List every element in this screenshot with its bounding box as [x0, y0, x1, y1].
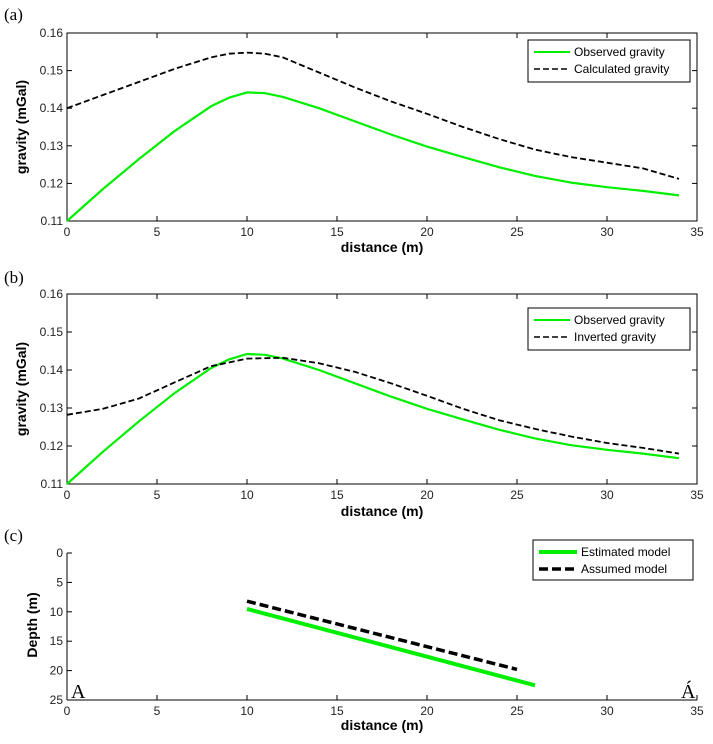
panel-c-x-tick-label: 5: [154, 704, 161, 718]
panel-c-label: (c): [4, 526, 23, 545]
panel-b-y-tick-label: 0.14: [40, 363, 64, 377]
panel-c-legend-label: Estimated model: [581, 545, 670, 559]
panel-a-chart: 0 5 10 15 20 25 30 35 0.11 0.12 0.13 0.14 0.15 0.16 di…: [4, 5, 704, 255]
panel-a-x-tick-label: 15: [330, 225, 344, 239]
panel-b-series-inverted-gravity: [66, 356, 680, 455]
panel-a-y-tick-label: 0.11: [41, 214, 64, 228]
panel-c-x-tick-label: 30: [600, 704, 614, 718]
panel-b-x-tick-label: 20: [420, 488, 434, 502]
panel-c-legend: Estimated model Assumed model: [532, 539, 694, 581]
panel-c-x-tick-label: 0: [64, 704, 71, 718]
panel-c-y-tick-label: 15: [50, 634, 64, 648]
panel-a-x-tick-label: 5: [154, 225, 161, 239]
panel-b-y-axis-label: gravity (mGal): [13, 342, 29, 436]
panel-b-legend-label: Observed gravity: [574, 313, 665, 327]
panel-b-legend: Observed gravity Inverted gravity: [527, 307, 691, 351]
panel-a-series-calculated-gravity: [66, 51, 680, 180]
panel-a-y-axis-label: gravity (mGal): [13, 80, 29, 174]
panel-c-x-tick-label: 20: [420, 704, 434, 718]
panel-a-y-tick-label: 0.16: [40, 26, 64, 40]
panel-a-axes-box: [66, 32, 698, 222]
panel-a-y-tick-label: 0.12: [40, 176, 64, 190]
panel-b-y-tick-label: 0.12: [40, 439, 64, 453]
panel-b-x-tick-label: 35: [690, 488, 704, 502]
panel-b-x-tick-label: 10: [240, 488, 254, 502]
panel-b-x-tick-label: 5: [154, 488, 161, 502]
panel-c-y-tick-label: 10: [50, 605, 64, 619]
panel-c-y-tick-label: 5: [56, 575, 63, 589]
panel-c-series-assumed-model: [246, 599, 518, 672]
panel-c-x-tick-label: 25: [510, 704, 524, 718]
panel-a-legend-box: [527, 39, 691, 83]
panel-a-label: (a): [4, 5, 23, 24]
panel-c-y-tick-label: 0: [56, 546, 63, 560]
panel-c-corner-label-end: Á: [681, 680, 696, 703]
panel-b-x-tick-label: 25: [510, 488, 524, 502]
panel-a-x-tick-label: 20: [420, 225, 434, 239]
panel-a-legend-label: Calculated gravity: [574, 62, 669, 76]
panel-c-x-axis-label: distance (m): [341, 717, 423, 733]
panel-b-y-tick-label: 0.16: [40, 287, 64, 301]
panel-b-x-tick-label: 30: [600, 488, 614, 502]
panel-a-y-tick-label: 0.15: [40, 64, 64, 78]
panel-a-y-tick-label: 0.14: [40, 101, 64, 115]
panel-a-x-tick-label: 0: [64, 225, 71, 239]
panel-a-x-axis-label: distance (m): [341, 239, 423, 255]
panel-a-y-tick-label: 0.13: [40, 139, 64, 153]
panel-c-y-tick-label: 25: [50, 693, 64, 707]
panel-b-x-axis-label: distance (m): [341, 503, 423, 519]
panel-b-y-tick-label: 0.15: [40, 325, 64, 339]
panel-a-legend: Observed gravity Calculated gravity: [527, 39, 691, 83]
panel-a-series-observed-gravity: [66, 91, 680, 222]
panel-b-y-tick-label: 0.13: [40, 401, 64, 415]
panel-c-x-tick-label: 10: [240, 704, 254, 718]
panel-c-chart: 0 5 10 15 20 25 30 35 0 5 10 15 20 25 distance (m) Dept…: [4, 526, 704, 733]
panel-c-series-estimated-model: [246, 606, 536, 688]
panel-b-legend-box: [527, 307, 691, 351]
panel-c-legend-box: [532, 539, 694, 581]
panel-c-x-tick-label: 15: [330, 704, 344, 718]
panel-a-x-tick-label: 10: [240, 225, 254, 239]
panel-c-y-tick-label: 20: [50, 664, 64, 678]
panel-a-x-tick-label: 25: [510, 225, 524, 239]
panel-c-corner-label-start: A: [71, 681, 86, 703]
panel-b-axes-box: [66, 293, 698, 485]
panel-b-series-observed-gravity: [66, 352, 680, 485]
panel-b-y-tick-label: 0.11: [41, 477, 64, 491]
panel-b-label: (b): [4, 268, 24, 287]
panel-b-chart: 0 5 10 15 20 25 30 35 0.11 0.12 0.13 0.14 0.15 0.16 di…: [4, 268, 704, 519]
panel-a-x-tick-label: 35: [690, 225, 704, 239]
panel-a-x-tick-label: 30: [600, 225, 614, 239]
panel-c-y-axis-label: Depth (m): [24, 592, 40, 657]
panel-b-x-tick-label: 0: [64, 488, 71, 502]
panel-c-x-tick-label: 35: [690, 704, 704, 718]
panel-a-legend-label: Observed gravity: [574, 45, 665, 59]
panel-b-legend-label: Inverted gravity: [574, 330, 656, 344]
panel-c-legend-label: Assumed model: [581, 562, 667, 576]
panel-b-x-tick-label: 15: [330, 488, 344, 502]
